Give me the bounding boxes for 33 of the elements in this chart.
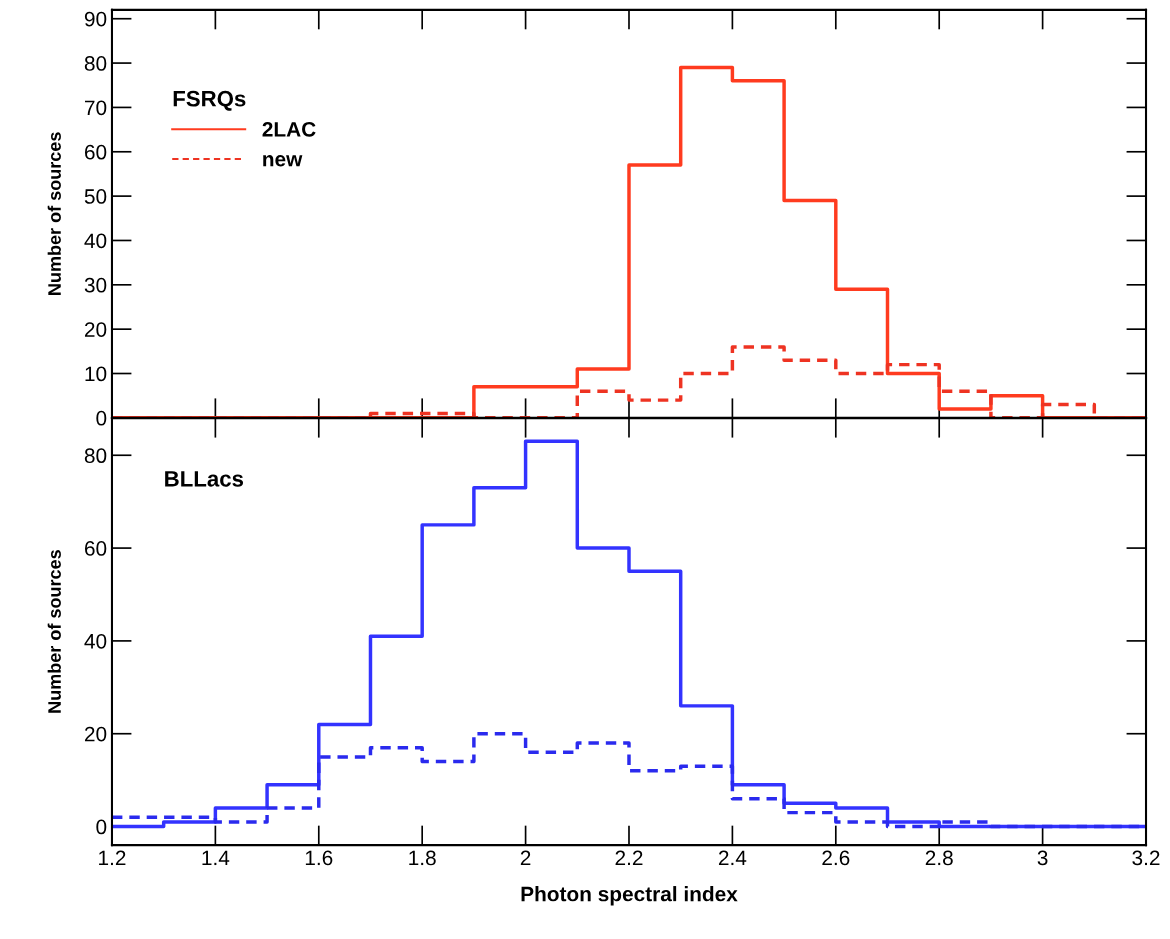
- y-tick-label: 10: [85, 366, 107, 382]
- x-tick-label: 3: [1037, 850, 1048, 866]
- legend-title: FSRQs: [173, 90, 246, 111]
- x-axis-title: Photon spectral index: [521, 886, 738, 906]
- y-tick-label: 90: [84, 11, 107, 27]
- annotation: BLLacs: [165, 471, 244, 487]
- y-tick-label: 40: [84, 633, 107, 649]
- y-tick-label: 40: [84, 233, 107, 249]
- x-tick-label: 2.6: [822, 850, 850, 866]
- y-tick-label: 30: [84, 277, 107, 293]
- y-tick-label: 0: [96, 819, 107, 835]
- y-tick-label: 80: [84, 56, 107, 71]
- y-tick-label: 70: [85, 100, 107, 116]
- x-tick-label: 1.8: [409, 850, 436, 866]
- x-tick-label: 2: [520, 850, 531, 866]
- x-tick-label: 2.4: [718, 850, 747, 866]
- x-tick-label: 1.2: [99, 850, 126, 866]
- x-tick-label: 3.2: [1132, 850, 1160, 866]
- y-tick-label: 50: [84, 189, 107, 204]
- y-axis-title: Number of sources: [47, 550, 61, 713]
- y-tick-label: 20: [84, 322, 107, 337]
- legend-label: 2LAC: [262, 121, 316, 137]
- y-tick-label: 80: [84, 448, 107, 464]
- legend-label: new: [263, 155, 303, 167]
- y-tick-label: 0: [96, 410, 107, 426]
- y-tick-label: 20: [84, 726, 107, 742]
- x-tick-label: 2.2: [615, 850, 643, 866]
- y-axis-title: Number of sources: [47, 132, 61, 295]
- x-tick-label: 1.6: [305, 850, 333, 866]
- y-tick-label: 60: [85, 541, 107, 556]
- y-tick-label: 60: [85, 144, 107, 160]
- x-tick-label: 1.4: [202, 850, 230, 866]
- x-tick-label: 2.8: [925, 850, 953, 866]
